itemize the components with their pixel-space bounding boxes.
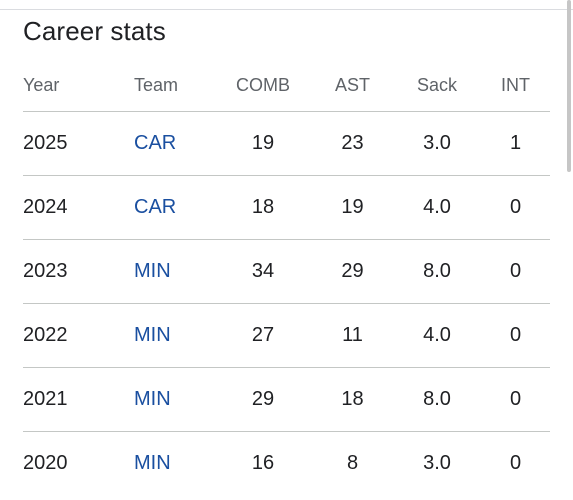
table-row: 2023 MIN 34 29 8.0 0 (23, 239, 550, 304)
cell-comb: 34 (214, 239, 312, 304)
table-row: 2024 CAR 18 19 4.0 0 (23, 175, 550, 240)
scrollbar-thumb[interactable] (567, 0, 571, 172)
cell-year: 2023 (23, 239, 134, 304)
cell-int: 0 (481, 175, 550, 240)
header-ast: AST (312, 60, 393, 112)
cell-int: 0 (481, 303, 550, 368)
cell-int: 0 (509, 452, 522, 474)
cell-int: 0 (481, 367, 550, 432)
cell-comb: 27 (214, 303, 312, 368)
cell-ast: 23 (312, 111, 393, 176)
team-link[interactable]: CAR (134, 196, 177, 218)
header-team: Team (134, 60, 214, 112)
team-link[interactable]: MIN (134, 324, 171, 346)
header-sack: Sack (393, 60, 481, 112)
cell-sack: 4.0 (393, 303, 481, 368)
cell-year: 2024 (23, 175, 134, 240)
cell-ast: 18 (312, 367, 393, 432)
cell-ast: 19 (312, 175, 393, 240)
cell-year: 2021 (23, 367, 134, 432)
top-divider (0, 9, 573, 10)
cell-sack: 3.0 (393, 111, 481, 176)
cell-comb: 16 (251, 452, 275, 474)
career-stats-table: Year Team COMB AST Sack INT 2025 CAR 19 … (23, 60, 550, 495)
cell-sack: 3.0 (423, 452, 451, 474)
scrollbar[interactable] (565, 0, 573, 500)
cell-ast: 8 (346, 452, 359, 474)
cell-year: 2022 (23, 303, 134, 368)
table-header-row: Year Team COMB AST Sack INT (23, 60, 550, 112)
table-row: 2022 MIN 27 11 4.0 0 (23, 303, 550, 368)
team-link[interactable]: CAR (134, 132, 177, 154)
cell-comb: 29 (214, 367, 312, 432)
cell-year: 2020 (23, 452, 68, 474)
cell-int: 0 (481, 239, 550, 304)
header-comb: COMB (214, 60, 312, 112)
cell-comb: 19 (214, 111, 312, 176)
cell-ast: 29 (312, 239, 393, 304)
cell-comb: 18 (214, 175, 312, 240)
cell-year: 2025 (23, 111, 134, 176)
cell-ast: 11 (312, 303, 393, 368)
cell-int: 1 (481, 111, 550, 176)
header-year: Year (23, 60, 134, 112)
section-title: Career stats (23, 16, 166, 46)
team-link[interactable]: MIN (134, 260, 171, 282)
team-link[interactable]: MIN (134, 388, 171, 410)
header-int: INT (481, 60, 550, 112)
team-link[interactable]: MIN (134, 452, 171, 474)
cell-sack: 4.0 (393, 175, 481, 240)
table-row: 2025 CAR 19 23 3.0 1 (23, 111, 550, 176)
table-row: 2020 MIN 16 8 3.0 0 (23, 432, 550, 496)
cell-sack: 8.0 (393, 367, 481, 432)
cell-sack: 8.0 (393, 239, 481, 304)
table-row: 2021 MIN 29 18 8.0 0 (23, 367, 550, 432)
